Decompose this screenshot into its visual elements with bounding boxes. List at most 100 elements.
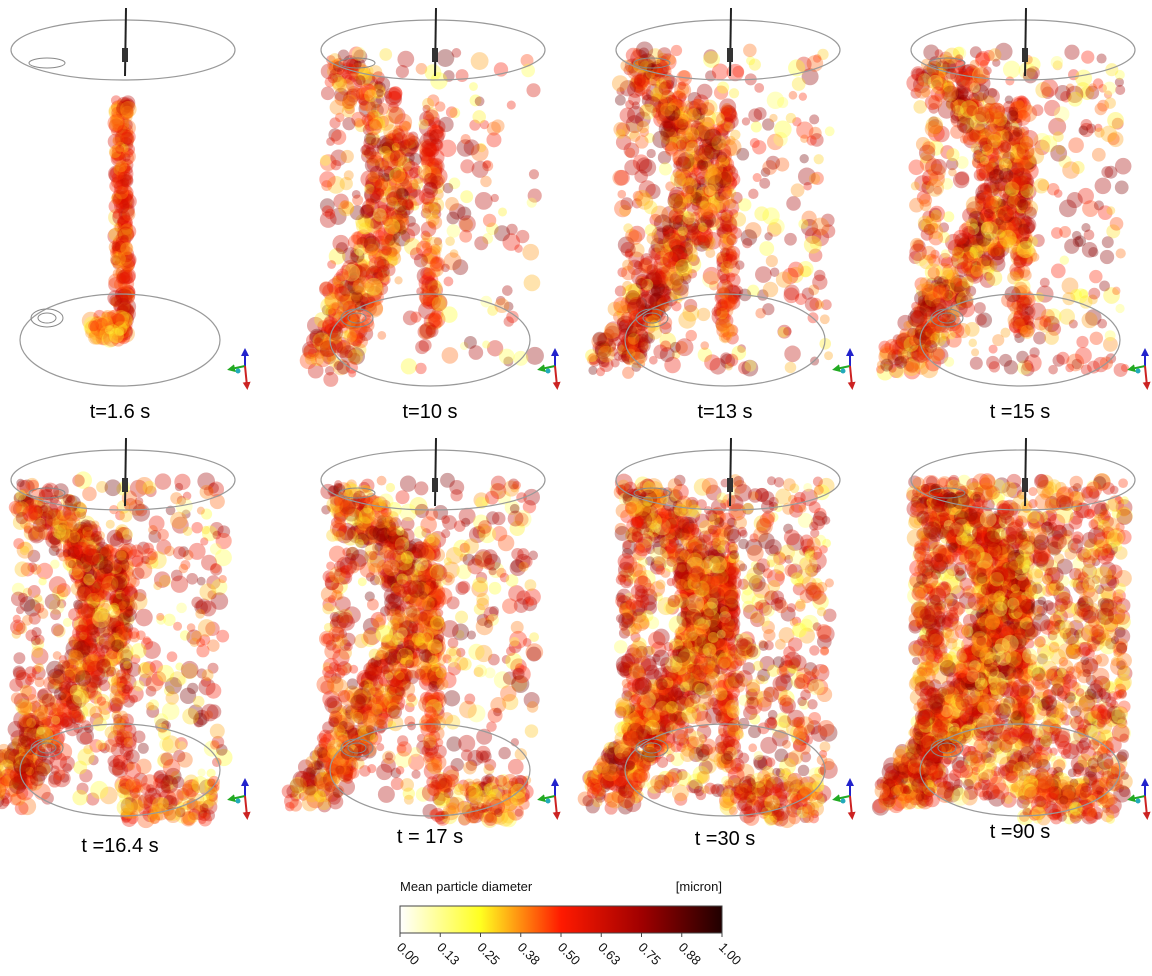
particle	[122, 529, 133, 540]
particle	[460, 190, 473, 203]
particle	[441, 306, 457, 322]
particle	[410, 312, 421, 323]
particle	[999, 168, 1013, 182]
particle	[407, 223, 421, 237]
particle	[974, 302, 986, 314]
particle	[133, 731, 146, 744]
particle	[99, 633, 116, 650]
particle	[387, 197, 398, 208]
axis-x	[245, 366, 247, 386]
particle	[75, 667, 83, 675]
particle	[634, 74, 646, 86]
particle	[712, 164, 723, 175]
particle	[1081, 364, 1092, 375]
particle	[766, 255, 778, 267]
particle	[195, 609, 205, 619]
particle	[626, 326, 638, 338]
particle	[78, 587, 92, 601]
particle	[486, 132, 501, 147]
particle	[1004, 360, 1018, 374]
particle	[107, 530, 123, 546]
particle	[926, 179, 944, 197]
axis-origin	[236, 369, 241, 374]
particle	[166, 691, 179, 704]
particle	[183, 526, 193, 536]
particle	[415, 340, 429, 354]
particle	[156, 613, 164, 621]
particle	[20, 546, 30, 556]
particle	[116, 273, 127, 284]
particle	[786, 196, 801, 211]
particle	[720, 352, 732, 364]
particle	[393, 170, 405, 182]
axis-x	[245, 796, 247, 816]
particle	[931, 159, 947, 175]
particle	[751, 121, 762, 132]
particle	[975, 314, 987, 326]
particle	[593, 332, 607, 346]
particle	[759, 178, 770, 189]
particle	[705, 248, 715, 258]
particle	[588, 366, 597, 375]
particle	[526, 83, 540, 97]
nozzle-body	[1022, 48, 1028, 62]
particle	[95, 537, 105, 547]
particle	[341, 150, 354, 163]
particle	[464, 139, 480, 155]
particle	[376, 89, 384, 97]
figure: Mean particle diameter [micron] 0.000.13…	[0, 0, 1152, 976]
particle	[191, 522, 202, 533]
particle	[651, 286, 661, 296]
particle	[105, 726, 117, 738]
particle	[971, 265, 983, 277]
particle	[1114, 363, 1128, 377]
particle	[482, 341, 490, 349]
particle	[684, 299, 697, 312]
particle	[676, 156, 692, 172]
particle	[352, 190, 361, 199]
particle	[388, 87, 402, 101]
particle	[474, 236, 488, 250]
panel	[585, 8, 852, 386]
particle	[45, 594, 61, 610]
particle	[300, 352, 317, 369]
particle	[445, 197, 459, 211]
particle	[99, 583, 116, 600]
particle	[423, 173, 437, 187]
particle	[420, 322, 437, 339]
particle	[688, 254, 697, 263]
particle	[459, 215, 476, 232]
particle	[984, 209, 994, 219]
particle	[909, 160, 925, 176]
particle	[72, 474, 84, 486]
particle	[178, 676, 187, 685]
particle	[598, 346, 615, 363]
particle	[721, 212, 730, 221]
particle	[456, 69, 469, 82]
nozzle-body	[432, 48, 438, 62]
particle	[210, 740, 219, 749]
particle	[491, 119, 504, 132]
particle	[372, 71, 385, 84]
particle	[13, 667, 26, 680]
particle	[962, 226, 975, 239]
particle	[33, 519, 47, 533]
particle	[685, 195, 693, 203]
particle	[1088, 83, 1097, 92]
particle	[132, 567, 144, 579]
particle	[784, 233, 797, 246]
particle	[676, 338, 694, 356]
particle	[529, 169, 539, 179]
particle	[1082, 312, 1098, 328]
particle	[401, 358, 417, 374]
particle	[9, 678, 23, 692]
particle	[181, 661, 199, 679]
axis-x	[1145, 366, 1147, 386]
particle	[983, 66, 992, 75]
particle	[330, 100, 345, 115]
particle	[925, 121, 941, 137]
particle	[727, 273, 741, 287]
particle	[99, 559, 114, 574]
particle	[718, 155, 726, 163]
particle	[452, 259, 468, 275]
